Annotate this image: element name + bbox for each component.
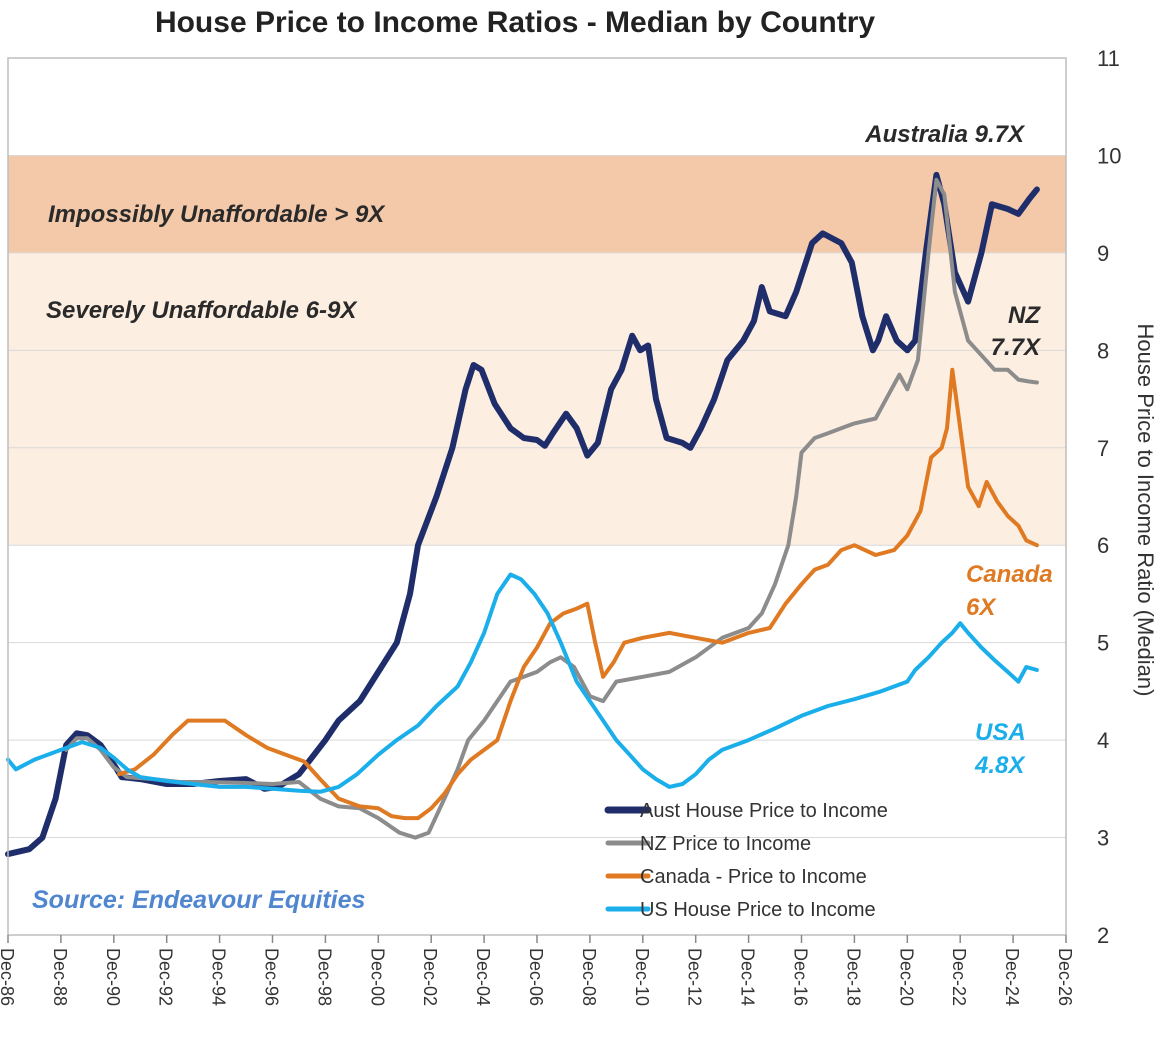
annotation-usa-line-1: 4.8X bbox=[974, 752, 1026, 779]
x-tick-label: Dec-88 bbox=[50, 948, 70, 1006]
y-tick-label: 11 bbox=[1097, 46, 1120, 71]
data-series bbox=[5, 171, 1040, 858]
x-tick-label: Dec-18 bbox=[843, 948, 863, 1006]
annotation-usa-line-0: USA bbox=[975, 719, 1026, 746]
x-tick-label: Dec-02 bbox=[420, 948, 440, 1006]
series-line-2 bbox=[117, 367, 1039, 821]
axes: 2 3 4 5 6 7 8 9 10 11 Dec-86 Dec-88 Dec-90 Dec-92 Dec-… bbox=[0, 46, 1121, 1006]
y-tick-label: 4 bbox=[1097, 728, 1109, 753]
x-tick-label: Dec-10 bbox=[632, 948, 652, 1006]
annotation-nz-line-1: 7.7X bbox=[991, 334, 1042, 361]
y-tick-label: 6 bbox=[1097, 533, 1109, 558]
series-line-1 bbox=[64, 177, 1039, 840]
x-tick-label: Dec-08 bbox=[579, 948, 599, 1006]
y-tick-label: 7 bbox=[1097, 436, 1109, 461]
zone-label-impossibly: Impossibly Unaffordable > 9X bbox=[48, 201, 386, 228]
series-line-3 bbox=[6, 572, 1039, 794]
y-tick-label: 10 bbox=[1097, 143, 1121, 168]
legend-entry-3: US House Price to Income bbox=[640, 899, 876, 921]
source-note: Source: Endeavour Equities bbox=[32, 886, 366, 914]
band-severely-unaffordable bbox=[8, 252, 1066, 546]
y-tick-label: 9 bbox=[1097, 241, 1109, 266]
x-tick-label: Dec-24 bbox=[1002, 948, 1022, 1006]
x-tick-label: Dec-00 bbox=[367, 948, 387, 1006]
x-tick-label: Dec-26 bbox=[1055, 948, 1075, 1006]
band-impossibly-unaffordable bbox=[8, 155, 1066, 253]
x-tick-label: Dec-14 bbox=[738, 948, 758, 1006]
y-tick-label: 5 bbox=[1097, 631, 1109, 656]
x-tick-label: Dec-12 bbox=[685, 948, 705, 1006]
x-tick-label: Dec-16 bbox=[791, 948, 811, 1006]
annotation-canada-line-0: Canada bbox=[966, 561, 1053, 588]
x-tick-label: Dec-98 bbox=[314, 948, 334, 1006]
annotation-nz-line-0: NZ bbox=[1008, 302, 1041, 329]
affordability-bands bbox=[8, 155, 1066, 546]
x-tick-label: Dec-06 bbox=[526, 948, 546, 1006]
annotation-canada-line-1: 6X bbox=[966, 594, 997, 621]
x-tick-label: Dec-90 bbox=[103, 948, 123, 1006]
x-tick-label: Dec-86 bbox=[0, 948, 17, 1006]
y-tick-label: 3 bbox=[1097, 826, 1109, 851]
annotation-australia-line-0: Australia 9.7X bbox=[864, 121, 1026, 148]
y-tick-label: 8 bbox=[1097, 338, 1109, 363]
legend: Aust House Price to Income NZ Price to In… bbox=[604, 800, 888, 921]
y-axis-label: House Price to Income Ratio (Median) bbox=[1133, 324, 1158, 697]
y-tick-label: 2 bbox=[1097, 923, 1109, 948]
x-tick-label: Dec-94 bbox=[209, 948, 229, 1006]
x-tick-label: Dec-20 bbox=[896, 948, 916, 1006]
gridlines bbox=[8, 57, 1066, 936]
chart-labels: Impossibly Unaffordable > 9X Severely Una… bbox=[32, 121, 1053, 914]
x-tick-label: Dec-92 bbox=[156, 948, 176, 1006]
zone-label-severely: Severely Unaffordable 6-9X bbox=[46, 297, 358, 324]
legend-entry-2: Canada - Price to Income bbox=[640, 866, 867, 888]
x-tick-label: Dec-96 bbox=[262, 948, 282, 1006]
x-tick-label: Dec-04 bbox=[473, 948, 493, 1006]
legend-entry-0: Aust House Price to Income bbox=[640, 800, 888, 822]
legend-entry-1: NZ Price to Income bbox=[640, 833, 811, 855]
chart-title: House Price to Income Ratios - Median by… bbox=[155, 6, 875, 39]
x-tick-label: Dec-22 bbox=[949, 948, 969, 1006]
